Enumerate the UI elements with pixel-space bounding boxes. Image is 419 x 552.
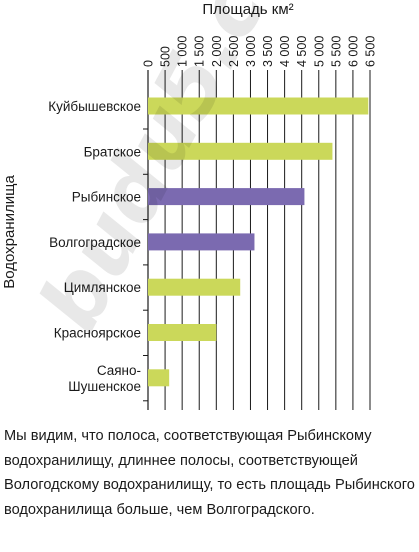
category-label: Куйбышевское xyxy=(48,99,141,114)
category-label: Волгоградское xyxy=(49,235,141,250)
x-axis-title: Площадь км² xyxy=(202,1,293,18)
y-axis-title: Водохранилища xyxy=(1,175,18,289)
x-tick-label: 1 500 xyxy=(193,36,207,67)
category-label: Красноярское xyxy=(54,326,141,341)
x-tick-label: 1 000 xyxy=(176,36,190,67)
caption-text: Мы видим, что полоса, соответствующая Ры… xyxy=(4,428,415,518)
x-tick-label: 3 000 xyxy=(244,36,258,67)
bar xyxy=(148,233,255,251)
category-label: Цимлянское xyxy=(64,280,141,295)
category-label: Братское xyxy=(84,144,141,159)
x-tick-label: 2 000 xyxy=(210,36,224,67)
bar xyxy=(148,324,217,341)
x-tick-label: 6 500 xyxy=(364,36,378,67)
x-tick-label: 4 500 xyxy=(295,36,309,67)
x-tick-label: 5 500 xyxy=(329,36,343,67)
bar xyxy=(148,278,241,296)
bar xyxy=(148,97,369,115)
bar xyxy=(148,369,170,387)
x-tick-label: 6 000 xyxy=(346,36,360,67)
x-tick-label: 4 000 xyxy=(278,36,292,67)
x-tick-label: 500 xyxy=(159,46,173,67)
x-tick-label: 2 500 xyxy=(227,36,241,67)
bar xyxy=(148,142,333,160)
x-tick-label: 0 xyxy=(142,60,156,67)
category-label: Рыбинское xyxy=(72,190,141,205)
x-tick-label: 5 000 xyxy=(312,36,326,67)
bar xyxy=(148,188,305,206)
category-label: Саяно-Шушенское xyxy=(68,363,141,394)
bar-chart: Площадь км² Водохранилища 0 500 1 000 1 500… xyxy=(1,1,378,410)
x-tick-label: 3 500 xyxy=(261,36,275,67)
